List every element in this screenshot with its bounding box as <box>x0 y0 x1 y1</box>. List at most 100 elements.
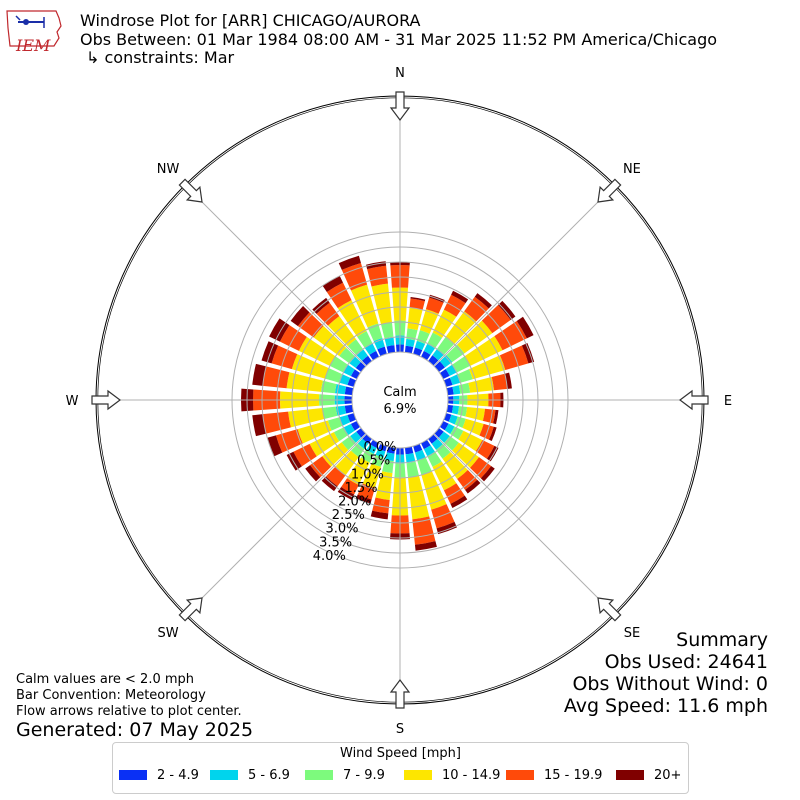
windrose-bar-segment <box>275 429 303 453</box>
summary-heading: Summary <box>676 629 768 651</box>
flow-arrow-icon <box>91 389 121 411</box>
windrose-bar-segment <box>347 377 357 387</box>
windrose-bar-segment <box>316 302 340 326</box>
radial-tick-label: 0.0% <box>364 440 397 455</box>
windrose-bar-segment <box>362 434 372 444</box>
windrose-bar-segment <box>377 346 387 357</box>
windrose-bar-segment <box>448 414 458 425</box>
windrose-bar-segment <box>425 297 444 314</box>
legend-label: 20+ <box>654 768 682 783</box>
windrose-bar-segment <box>286 372 323 392</box>
windrose-bar-segment <box>404 345 414 354</box>
windrose-bar-segment <box>338 255 361 270</box>
windrose-bar-segment <box>452 442 479 468</box>
windrose-bar-segment <box>386 446 396 454</box>
windrose-bar-segment <box>499 345 529 371</box>
bar-convention-note: Bar Convention: Meteorology <box>16 688 206 703</box>
legend: Wind Speed [mph] 2 - 4.9 5 - 6.9 7 - 9.9… <box>112 742 689 794</box>
windrose-bar-segment <box>252 414 267 437</box>
windrose-bar-segment <box>355 362 366 372</box>
windrose-bar-segment <box>405 338 415 348</box>
windrose-bar-segment <box>367 265 388 287</box>
windrose-bar-segment <box>261 341 279 364</box>
windrose-bar-segment <box>404 446 414 455</box>
windrose-bar-segment <box>385 452 395 462</box>
legend-label: 7 - 9.9 <box>343 768 385 783</box>
legend-title: Wind Speed [mph] <box>340 746 461 761</box>
windrose-bar-segment <box>436 444 451 459</box>
windrose-bar-segment <box>437 337 454 355</box>
windrose-bar-segment <box>414 340 426 351</box>
windrose-bar-segment <box>350 431 362 443</box>
angular-grid-line <box>433 184 616 367</box>
windrose-bar-segment <box>324 368 342 383</box>
windrose-bar-segment <box>357 331 373 348</box>
windrose-bar-segment <box>356 428 366 438</box>
angular-grid-line <box>184 433 367 616</box>
legend-label: 2 - 4.9 <box>157 768 199 783</box>
flow-arrow-icon <box>597 178 622 203</box>
windrose-bar-segment <box>434 428 444 438</box>
windrose-bar-segment <box>321 476 338 492</box>
radial-tick-label: 0.5% <box>357 454 390 469</box>
windrose-bar-segment <box>438 431 450 443</box>
calm-circle <box>352 352 448 448</box>
windrose-bar-segment <box>432 461 457 491</box>
windrose-bar-segment <box>408 475 430 520</box>
iem-logo: IEM <box>4 8 62 55</box>
windrose-bar-segment <box>498 300 516 320</box>
windrose-bar-segment <box>288 408 325 428</box>
windrose-bar-segment <box>320 380 337 394</box>
windrose-bar-segment <box>347 457 370 486</box>
summary-avg-speed: Avg Speed: 11.6 mph <box>563 695 768 717</box>
flow-arrows-note: Flow arrows relative to plot center. <box>16 704 242 719</box>
chart-title: Windrose Plot for [ARR] CHICAGO/AURORA <box>80 11 421 30</box>
windrose-bar-segment <box>432 309 457 338</box>
flow-arrow-icon <box>178 178 203 203</box>
windrose-bar-segment <box>313 325 347 357</box>
windrose-bar-segment <box>335 450 359 476</box>
windrose-bar-segment <box>380 322 394 339</box>
windrose-bar-segment <box>439 355 453 368</box>
windrose-bar-segment <box>489 426 497 442</box>
windrose-bar-segment <box>449 374 461 386</box>
flow-arrow-icon <box>597 597 622 622</box>
windrose-bar-segment <box>458 430 483 452</box>
windrose-bar-segment <box>464 336 503 366</box>
windrose-bar-segment <box>452 356 471 373</box>
windrose-bar-segment <box>446 404 454 414</box>
legend-swatch <box>506 770 534 780</box>
windrose-bar-segment <box>343 423 355 435</box>
iowa-map-icon <box>6 10 62 47</box>
windrose-bar-segment <box>371 283 392 325</box>
compass-label: NE <box>623 162 641 177</box>
windrose-bar-segment <box>386 345 396 354</box>
windrose-bar-segment <box>475 439 495 459</box>
radial-tick-label: 1.5% <box>344 481 377 496</box>
windrose-bar-segment <box>427 332 443 349</box>
windrose-bar-segment <box>470 457 492 479</box>
windrose-bar-segment <box>480 465 495 482</box>
windrose-bar-segment <box>419 309 439 334</box>
windrose-bar-segment <box>267 435 283 457</box>
compass-label: N <box>395 66 405 81</box>
windrose-bar-segment <box>344 404 354 414</box>
windrose-bar-segment <box>516 316 534 339</box>
windrose-bar-segment <box>329 356 348 373</box>
windrose-bar-segment <box>423 445 435 457</box>
windrose-bar-segment <box>305 465 321 482</box>
windrose-bar-segment <box>414 449 426 461</box>
windrose-bar-segment <box>372 497 390 514</box>
windrose-bar-segment <box>349 356 361 368</box>
windrose-bar-segment <box>452 385 461 395</box>
angular-grid-line <box>184 184 367 367</box>
windrose-bar-segment <box>431 504 455 529</box>
windrose-bar-segment <box>322 406 338 420</box>
logo-text: IEM <box>16 36 51 55</box>
legend-label: 15 - 19.9 <box>544 768 603 783</box>
windrose-bar-segment <box>262 411 291 434</box>
calm-label: Calm <box>383 385 416 400</box>
windrose-bar-segment <box>293 443 317 467</box>
windrose-bar-segment <box>310 456 332 478</box>
windrose-bar-segment <box>464 296 489 322</box>
